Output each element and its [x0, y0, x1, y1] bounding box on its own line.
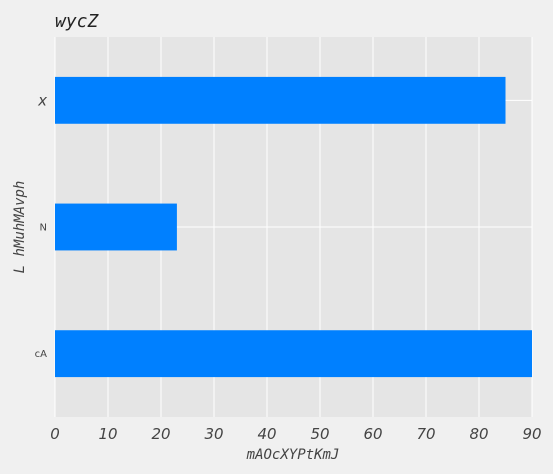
x-tick-label: 30: [204, 425, 223, 443]
bar-x: [55, 76, 506, 124]
x-tick-label: 50: [310, 425, 329, 443]
y-tick-labels: x NcA: [35, 92, 47, 361]
x-tick-label: 10: [98, 425, 117, 443]
bar-N: [55, 203, 177, 251]
x-tick-label: 80: [469, 425, 488, 443]
y-axis-label: L hMuhMAvph: [12, 181, 28, 274]
x-tick-label: 0: [50, 425, 60, 443]
x-axis-label: mAOcXYPtKmJ: [246, 447, 340, 463]
x-tick-labels: 0 10 20 30 40 50 60 70 80 90: [50, 425, 541, 443]
y-tick-label: N: [40, 223, 47, 234]
x-tick-label: 40: [257, 425, 276, 443]
y-tick-label: cA: [35, 349, 47, 360]
x-tick-label: 60: [363, 425, 382, 443]
chart-title: wycZ: [55, 11, 100, 32]
y-tick-label: x: [37, 92, 47, 110]
bar-cA: [55, 330, 532, 378]
bars: [55, 76, 532, 378]
x-tick-label: 90: [522, 425, 541, 443]
x-tick-label: 20: [151, 425, 170, 443]
x-tick-label: 70: [416, 425, 435, 443]
